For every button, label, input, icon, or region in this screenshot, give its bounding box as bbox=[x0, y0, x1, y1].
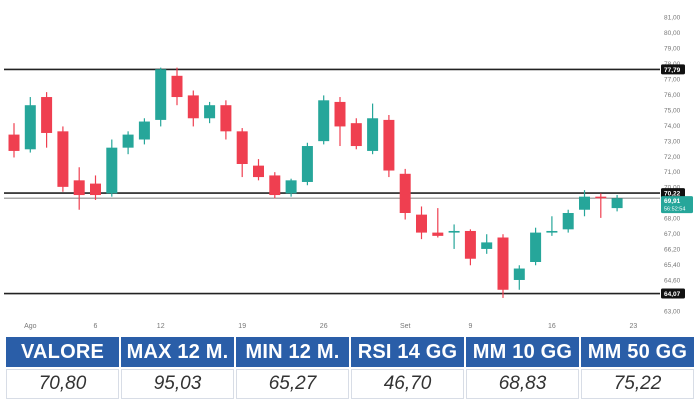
candle-body bbox=[513, 268, 525, 280]
candle-body bbox=[334, 101, 346, 127]
x-tick-label: 23 bbox=[630, 323, 638, 330]
price-tags: 77,79 70,22 64,07 69,91 56:52:54 bbox=[661, 64, 693, 299]
stats-value-row: 70,80 95,03 65,27 46,70 68,83 75,22 bbox=[6, 369, 694, 399]
stats-header-row: VALORE MAX 12 M. MIN 12 M. RSI 14 GG MM … bbox=[6, 337, 694, 367]
y-tick-label: 73,00 bbox=[664, 138, 681, 145]
x-tick-label: Ago bbox=[24, 323, 37, 330]
candle-body bbox=[546, 230, 558, 233]
header-rsi-14gg: RSI 14 GG bbox=[351, 337, 464, 367]
candle-body bbox=[579, 196, 590, 210]
candles bbox=[8, 67, 623, 298]
candle-body bbox=[187, 95, 199, 119]
candle-body bbox=[383, 119, 395, 171]
candle-body bbox=[8, 134, 20, 151]
candle-body bbox=[57, 131, 69, 187]
candle-body bbox=[611, 198, 623, 209]
x-tick-label: 12 bbox=[157, 323, 165, 330]
candle-body bbox=[301, 146, 313, 182]
value-valore: 70,80 bbox=[6, 369, 119, 399]
candle-body bbox=[24, 105, 36, 150]
candle-body bbox=[595, 196, 607, 199]
header-valore: VALORE bbox=[6, 337, 119, 367]
candle-body bbox=[367, 118, 379, 151]
x-tick-label: 19 bbox=[238, 323, 246, 330]
candle-body bbox=[73, 180, 85, 196]
candle-body bbox=[481, 242, 493, 249]
candle-body bbox=[416, 214, 427, 233]
header-mm-10gg: MM 10 GG bbox=[466, 337, 579, 367]
y-tick-label: 79,00 bbox=[664, 45, 681, 52]
candle-body bbox=[90, 183, 101, 196]
candle-body bbox=[171, 75, 183, 98]
candle-body bbox=[138, 121, 150, 140]
current-price-tag bbox=[661, 196, 693, 214]
y-tick-label: 77,00 bbox=[664, 76, 681, 83]
y-tick-label: 76,00 bbox=[664, 92, 681, 99]
x-tick-label: 16 bbox=[548, 323, 556, 330]
y-tick-label: 78,00 bbox=[664, 61, 681, 68]
y-tick-label: 74,00 bbox=[664, 123, 681, 130]
y-tick-label: 68,00 bbox=[664, 216, 681, 223]
candle-body bbox=[285, 180, 297, 194]
level-tag-label: 77,79 bbox=[664, 67, 681, 74]
candlestick-chart: 81,00 80,00 79,00 78,00 77,00 76,00 75,00 74,00… bbox=[4, 15, 693, 330]
y-tick-label: 67,00 bbox=[664, 231, 681, 238]
candle-body bbox=[155, 69, 167, 120]
candle-body bbox=[269, 175, 281, 196]
value-mm-10gg: 68,83 bbox=[466, 369, 579, 399]
y-tick-label: 63,00 bbox=[664, 309, 681, 316]
y-tick-label: 80,00 bbox=[664, 30, 681, 37]
level-tag-bg bbox=[661, 188, 685, 199]
candle-body bbox=[497, 237, 509, 290]
value-rsi-14gg: 46,70 bbox=[351, 369, 464, 399]
y-tick-label: 75,00 bbox=[664, 107, 681, 114]
value-min-12m: 65,27 bbox=[236, 369, 349, 399]
countdown-label: 56:52:54 bbox=[664, 207, 685, 213]
header-min-12m: MIN 12 M. bbox=[236, 337, 349, 367]
current-price-label: 69,91 bbox=[664, 198, 681, 205]
header-max-12m: MAX 12 M. bbox=[121, 337, 234, 367]
x-tick-label: Set bbox=[400, 323, 411, 330]
candle-body bbox=[318, 100, 330, 142]
candle-body bbox=[562, 213, 574, 230]
y-tick-label: 71,00 bbox=[664, 169, 681, 176]
y-tick-label: 81,00 bbox=[664, 15, 681, 22]
value-max-12m: 95,03 bbox=[121, 369, 234, 399]
candle-body bbox=[448, 230, 460, 233]
y-tick-label: 65,40 bbox=[664, 262, 681, 269]
candle-body bbox=[204, 105, 216, 119]
x-tick-label: 6 bbox=[94, 323, 98, 330]
y-tick-label: 72,00 bbox=[664, 154, 681, 161]
y-tick-label: 64,60 bbox=[664, 278, 681, 285]
x-axis: Ago 6 12 19 26 Set 9 16 23 bbox=[24, 323, 637, 330]
x-tick-label: 26 bbox=[320, 323, 328, 330]
candle-body bbox=[399, 173, 411, 213]
y-tick-label: 66,20 bbox=[664, 247, 681, 254]
candle-body bbox=[106, 147, 118, 194]
candle-body bbox=[122, 134, 134, 148]
level-tag-bg bbox=[661, 288, 685, 299]
value-mm-50gg: 75,22 bbox=[581, 369, 694, 399]
level-tag-label: 64,07 bbox=[664, 291, 681, 298]
candle-body bbox=[220, 105, 232, 132]
header-mm-50gg: MM 50 GG bbox=[581, 337, 694, 367]
x-tick-label: 9 bbox=[468, 323, 472, 330]
candle-body bbox=[464, 230, 476, 259]
candle-body bbox=[253, 165, 264, 178]
candle-body bbox=[350, 123, 362, 147]
horizontal-levels bbox=[4, 68, 660, 295]
stats-table: VALORE MAX 12 M. MIN 12 M. RSI 14 GG MM … bbox=[6, 337, 694, 399]
candle-body bbox=[432, 232, 444, 236]
candle-body bbox=[530, 232, 542, 262]
level-tag-label: 70,22 bbox=[664, 191, 681, 198]
level-tag-bg bbox=[661, 64, 685, 75]
candle-body bbox=[41, 97, 53, 133]
candle-body bbox=[236, 131, 248, 164]
y-axis: 81,00 80,00 79,00 78,00 77,00 76,00 75,00 74,00… bbox=[664, 15, 681, 316]
